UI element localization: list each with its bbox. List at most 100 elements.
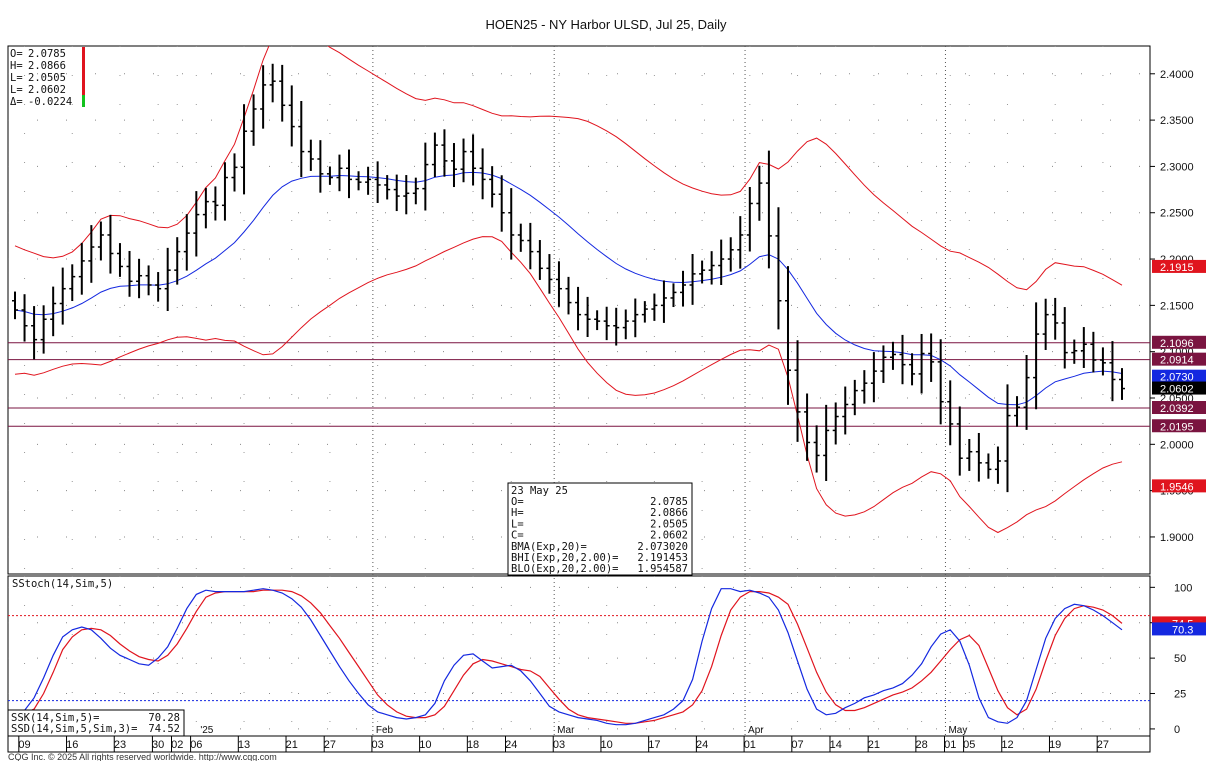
ohlc-legend-value: 2.0866: [28, 60, 66, 72]
stoch-tag-box: [1152, 622, 1206, 636]
date-label: 21: [286, 739, 298, 751]
ohlc-bar: [326, 166, 333, 185]
info-box: [507, 482, 693, 576]
price-tag-box: [1152, 381, 1206, 395]
ohlc-legend-value: -0.0224: [28, 96, 72, 108]
ohlc-bar: [718, 239, 725, 285]
ohlc-bar: [450, 143, 457, 188]
price-tag-box: [1152, 369, 1206, 383]
date-label: 27: [324, 739, 336, 751]
price-tag-value: 2.0914: [1160, 355, 1194, 367]
price-tag-box: [1152, 335, 1206, 349]
ohlc-bar: [279, 64, 286, 122]
ohlc-bar: [517, 223, 524, 252]
ohlc-bar: [575, 286, 582, 331]
ohlc-bar: [689, 254, 696, 305]
bollinger-lower-band: [14, 236, 1123, 534]
price-tick-label: 2.3000: [1160, 161, 1194, 173]
ohlc-bar: [393, 174, 400, 212]
ohlc-bar: [212, 186, 219, 221]
ohlc-bar: [97, 221, 104, 261]
date-label: 17: [648, 739, 660, 751]
ohlc-bar: [21, 294, 28, 342]
date-label: 14: [830, 739, 842, 751]
stoch-tick-label: 50: [1174, 653, 1186, 665]
price-tag: 2.1096: [1152, 335, 1206, 350]
ohlc-bar: [956, 406, 963, 476]
ohlc-bar: [851, 379, 858, 416]
ohlc-bar: [784, 266, 791, 405]
ohlc-bar: [889, 341, 896, 370]
ohlc-bar: [298, 101, 305, 178]
date-label: 21: [868, 739, 880, 751]
ohlc-bar: [555, 261, 562, 307]
ohlc-bar: [966, 438, 973, 471]
date-label: 13: [238, 739, 250, 751]
stoch-legend-label: SSD(14,Sim,5,Sim,3)=: [11, 723, 137, 735]
ohlc-bar: [584, 296, 591, 337]
date-label: 12: [1001, 739, 1013, 751]
ohlc-bar: [680, 270, 687, 307]
ohlc-bar: [202, 187, 209, 229]
ohlc-bar: [307, 139, 314, 171]
info-box-label: O=: [511, 496, 524, 508]
ohlc-bar: [346, 149, 353, 199]
ohlc-bar: [136, 258, 143, 299]
price-tick-label: 2.2500: [1160, 208, 1194, 220]
ohlc-bar: [88, 225, 95, 283]
ohlc-bar: [823, 404, 830, 482]
ohlc-legend-swatch: [82, 71, 85, 83]
stoch-tag-value: 70.3: [1172, 624, 1193, 636]
price-tag: 1.9546: [1152, 479, 1206, 493]
ohlc-bar: [1023, 355, 1030, 430]
date-label: 06: [190, 739, 202, 751]
date-label: 27: [1097, 739, 1109, 751]
ohlc-bar: [1119, 368, 1125, 400]
date-label: 10: [419, 739, 431, 751]
date-label: 02: [171, 739, 183, 751]
ohlc-bar: [622, 309, 629, 340]
ohlc-bar: [1052, 297, 1059, 340]
copyright-footer: CQG Inc. © 2025 All rights reserved worl…: [8, 752, 277, 761]
ohlc-legend-label: Δ=: [10, 96, 23, 108]
date-label: 16: [66, 739, 78, 751]
ohlc-bar: [1004, 384, 1011, 493]
date-label: 07: [791, 739, 803, 751]
ohlc-legend-swatch: [82, 47, 85, 59]
ohlc-legend-value: 2.0505: [28, 72, 66, 84]
price-tag-value: 2.0602: [1160, 384, 1194, 396]
info-box-value: 2.0785: [650, 496, 688, 508]
ohlc-bar: [183, 214, 190, 271]
info-box-date: 23 May 25: [511, 485, 568, 497]
date-label: 23: [114, 739, 126, 751]
stoch-k-line: [14, 588, 1123, 726]
ohlc-bar: [1014, 396, 1021, 427]
ohlc-legend-swatch: [82, 83, 85, 95]
ohlc-legend-label: L=: [10, 72, 23, 84]
ohlc-bar: [336, 154, 343, 192]
price-tag-box: [1152, 259, 1206, 273]
ohlc-bar: [288, 85, 295, 147]
ohlc-bar: [737, 216, 744, 269]
ohlc-bar: [746, 186, 753, 252]
date-label: 24: [696, 739, 708, 751]
ohlc-bar: [40, 305, 47, 354]
ohlc-bar: [412, 177, 419, 205]
stochastic-panel: 1007550250SStoch(14,Sim,5)74.570.3: [7, 575, 1206, 737]
stoch-d-line: [14, 589, 1123, 724]
ohlc-legend-swatch: [82, 95, 85, 107]
date-label: 10: [601, 739, 613, 751]
ohlc-bar: [975, 432, 982, 482]
price-panel: 2.40002.35002.30002.25002.20002.15002.10…: [7, 45, 1206, 736]
ohlc-bar: [508, 188, 515, 260]
stoch-tick-label: 25: [1174, 689, 1186, 701]
date-label: 03: [553, 739, 565, 751]
ohlc-bar: [116, 243, 123, 277]
stoch-plot: [8, 588, 1150, 726]
stoch-legend-label: SSK(14,Sim,5)=: [11, 712, 100, 724]
ohlc-bar: [594, 310, 601, 331]
price-tag-value: 2.0730: [1160, 372, 1194, 384]
ohlc-bar: [1080, 327, 1087, 368]
ohlc-bar: [909, 353, 916, 386]
year-label: '25: [200, 725, 213, 736]
